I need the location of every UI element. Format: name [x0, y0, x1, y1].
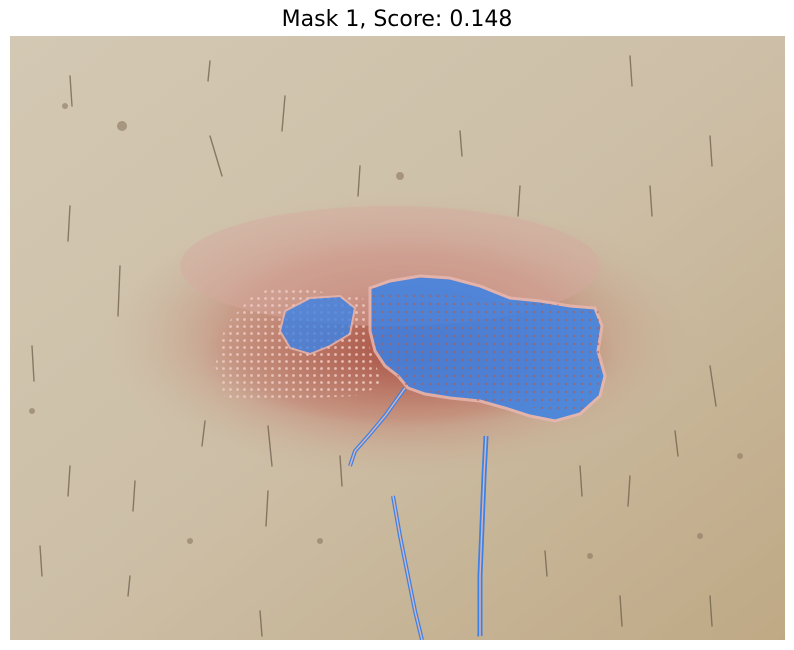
mask-left-patch — [278, 294, 357, 356]
follicle-dots — [29, 103, 743, 559]
hair-strands — [31, 55, 717, 637]
mask-texture — [370, 288, 605, 414]
figure-title: Mask 1, Score: 0.148 — [281, 7, 513, 32]
photo-canvas — [10, 36, 785, 640]
skin-lesion-image — [10, 36, 785, 640]
